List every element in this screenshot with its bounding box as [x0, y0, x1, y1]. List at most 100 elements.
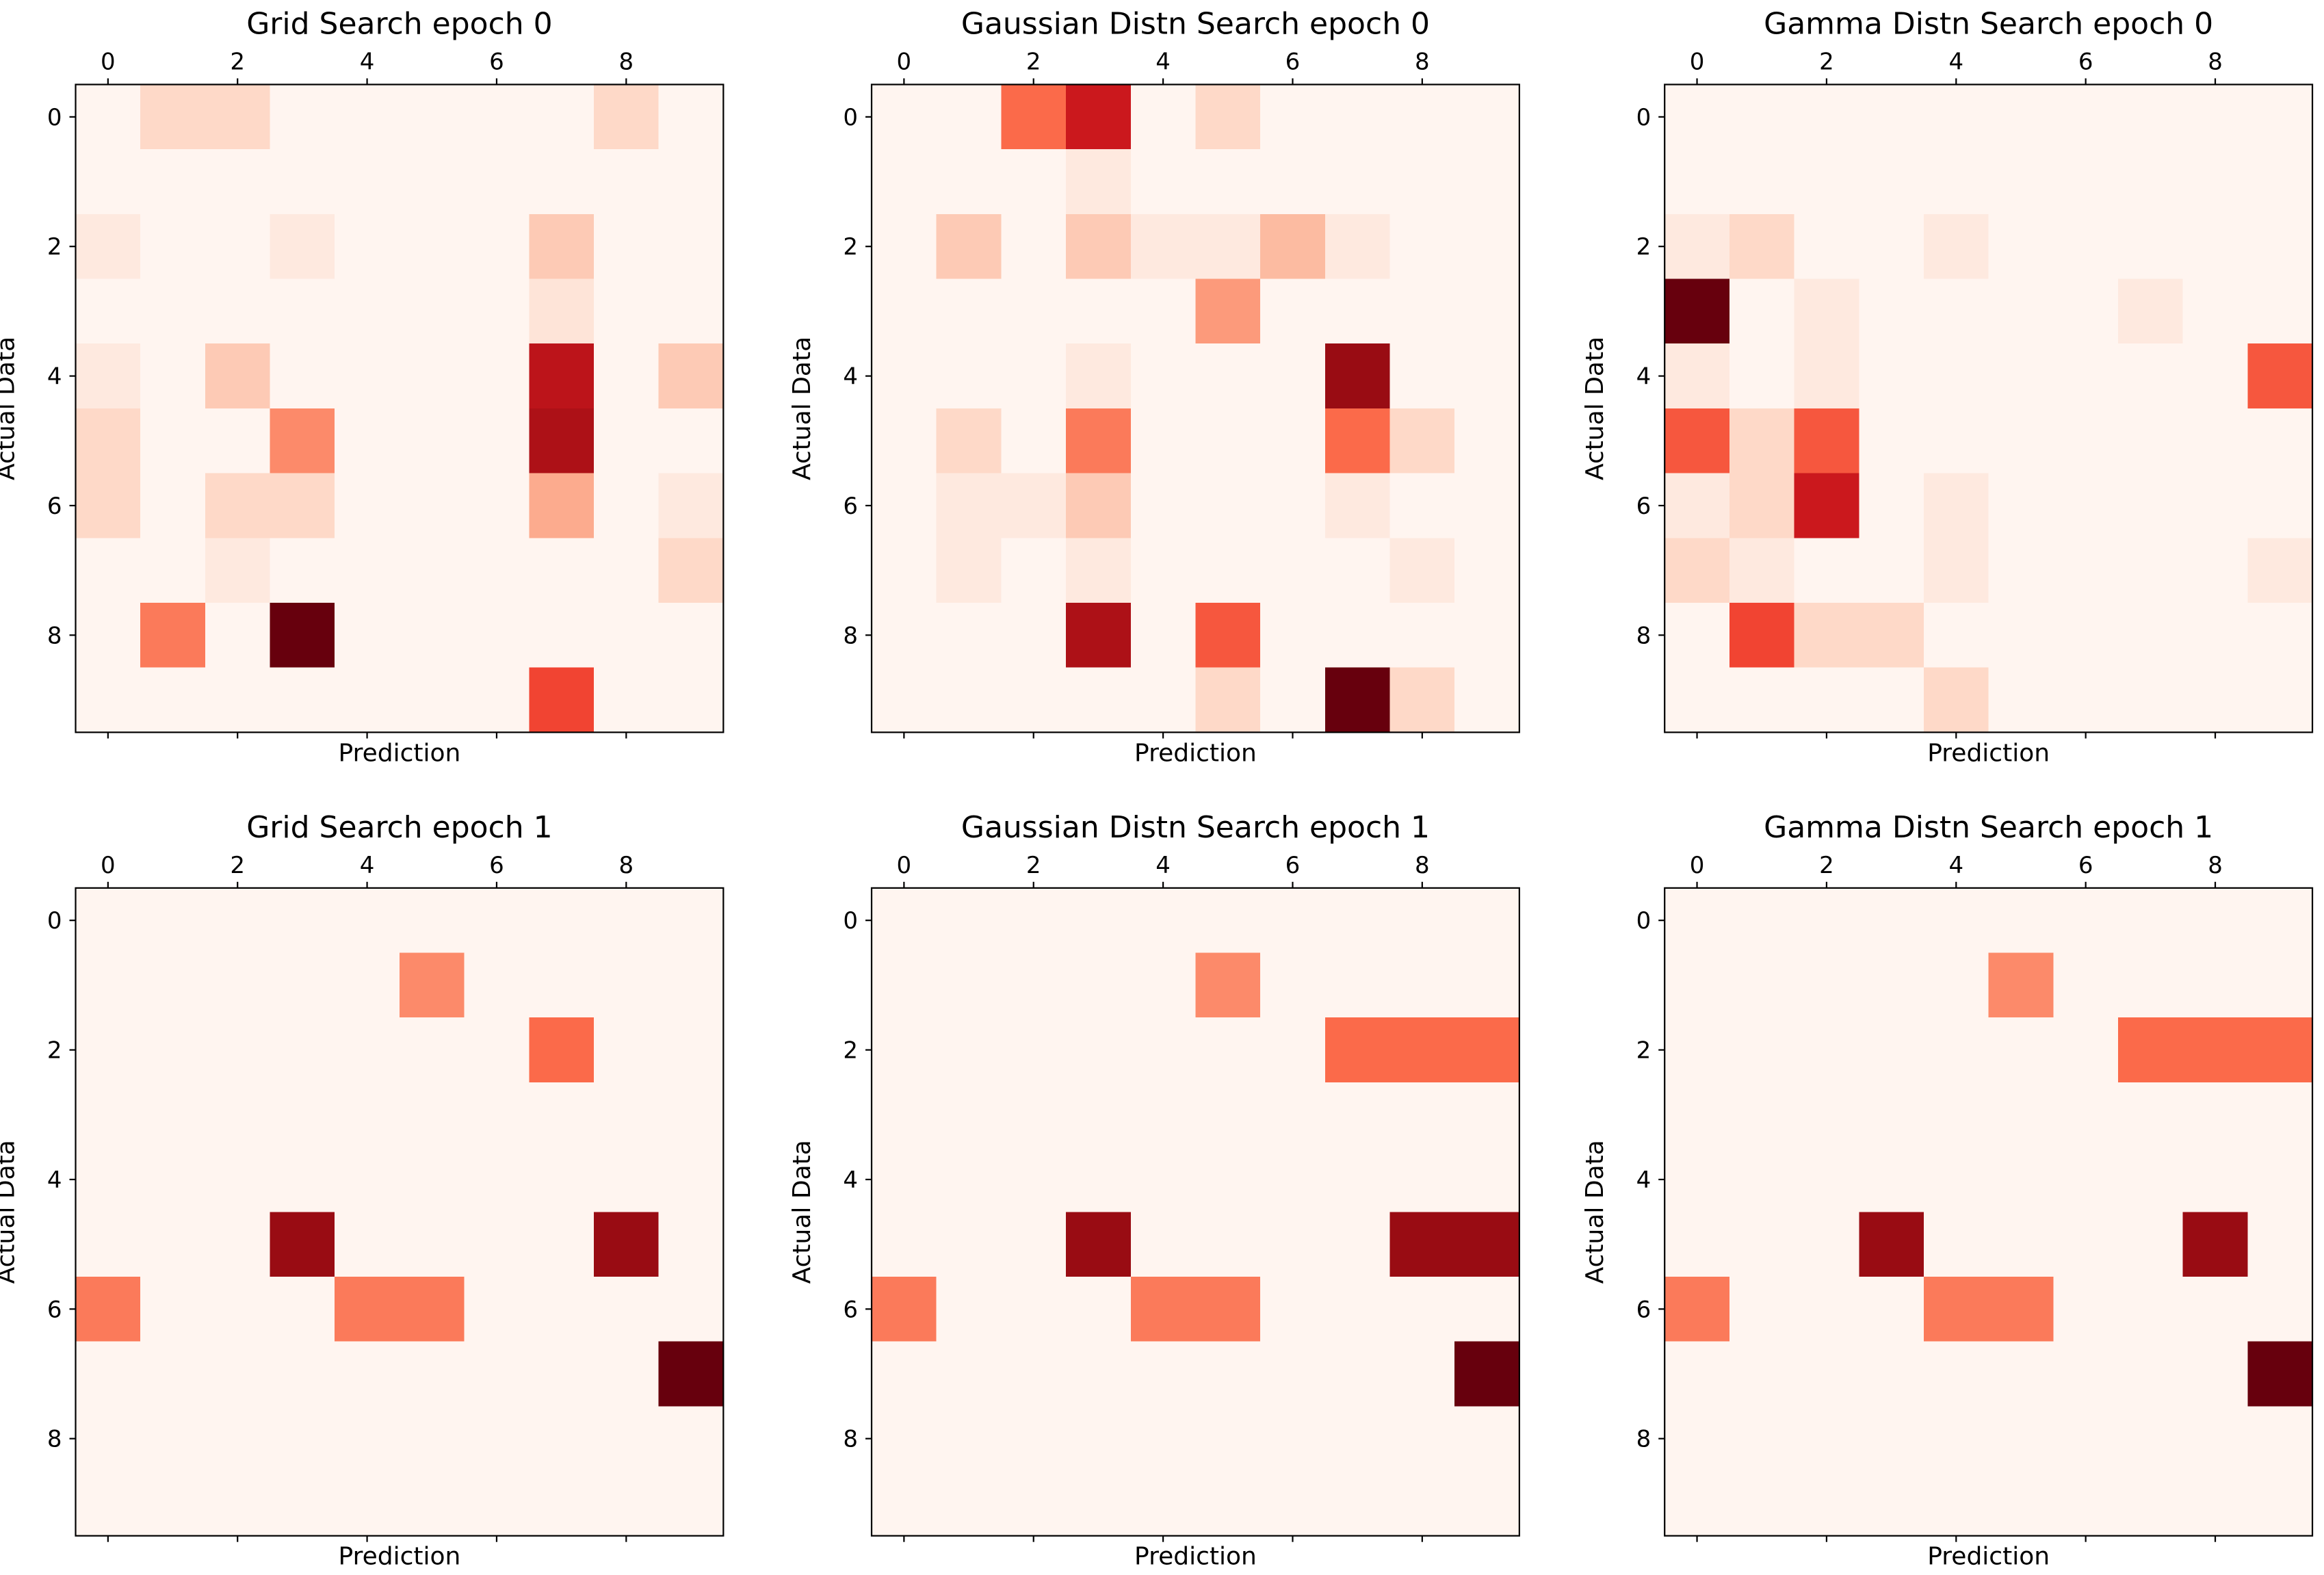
heatmap-cell — [335, 667, 400, 733]
heatmap-panel: 0 2 4 6 8 0 2 4 6 8 Gamma Distn Search epoch 1 Pred… — [1581, 810, 2314, 1571]
heatmap-cell — [2247, 408, 2313, 474]
heatmap-cell — [2053, 1341, 2119, 1407]
heatmap-cell — [1001, 213, 1067, 280]
heatmap-cell — [936, 408, 1002, 474]
heatmap-cell — [529, 1276, 595, 1342]
x-tick-label: 0 — [897, 49, 912, 76]
heatmap-cell — [1001, 952, 1067, 1018]
heatmap-cell — [1324, 1406, 1391, 1472]
heatmap-cell — [1859, 408, 1924, 474]
x-tick-label: 4 — [1156, 49, 1171, 76]
heatmap-cell — [1260, 473, 1326, 538]
heatmap-cell — [529, 1017, 595, 1083]
heatmap-cell — [593, 278, 660, 344]
heatmap-cell — [399, 1341, 465, 1407]
heatmap-cell — [2053, 473, 2119, 538]
heatmap-cell — [1260, 149, 1326, 215]
heatmap-cell — [2182, 1082, 2248, 1148]
heatmap-cell — [2182, 952, 2248, 1018]
heatmap-cell — [658, 278, 724, 344]
x-tick-label: 2 — [230, 49, 245, 76]
heatmap-cell — [205, 149, 271, 215]
heatmap-cell — [529, 667, 595, 733]
heatmap-cell — [1923, 1147, 1989, 1212]
heatmap-cell — [1066, 667, 1132, 733]
heatmap-cell — [1389, 84, 1455, 150]
heatmap-cell — [205, 1212, 271, 1277]
x-axis-label: Prediction — [1927, 1543, 2050, 1571]
heatmap-cell — [75, 473, 141, 538]
heatmap-cell — [335, 473, 400, 538]
heatmap-cell — [1195, 213, 1261, 280]
heatmap-cell — [1923, 1341, 1989, 1407]
heatmap-cell — [270, 1406, 335, 1472]
heatmap-cell — [1859, 1017, 1924, 1083]
heatmap-cell — [1454, 343, 1520, 409]
heatmap-cell — [1923, 149, 1989, 215]
x-tick-label: 2 — [1026, 852, 1041, 879]
heatmap-cell — [2247, 1017, 2313, 1083]
heatmap-cell — [270, 1276, 335, 1342]
heatmap-cell — [1260, 1017, 1326, 1083]
heatmap-cell — [1389, 667, 1455, 733]
y-tick-label: 8 — [1636, 622, 1651, 649]
heatmap-cell — [1389, 278, 1455, 344]
heatmap-cell — [936, 473, 1002, 538]
heatmap-cell — [1923, 887, 1989, 954]
heatmap-cell — [1988, 1147, 2054, 1212]
heatmap-cell — [529, 278, 595, 344]
heatmap-cell — [1729, 1341, 1795, 1407]
heatmap-cell — [1794, 84, 1859, 150]
heatmap-cell — [1324, 84, 1391, 150]
heatmap-cell — [335, 213, 400, 280]
heatmap-cell — [270, 1082, 335, 1148]
heatmap-cell — [2247, 1276, 2313, 1342]
heatmap-cell — [872, 1406, 937, 1472]
heatmap-cell — [1324, 887, 1391, 954]
heatmap-cell — [1130, 473, 1197, 538]
x-axis-label: Prediction — [1134, 1543, 1257, 1571]
heatmap-cell — [399, 278, 465, 344]
heatmap-cell — [335, 1471, 400, 1537]
x-tick-label: 2 — [1026, 49, 1041, 76]
heatmap-cell — [1195, 538, 1261, 603]
heatmap-cell — [1664, 1406, 1730, 1472]
heatmap-cell — [872, 149, 937, 215]
heatmap-cell — [75, 538, 141, 603]
heatmap-cell — [1260, 1406, 1326, 1472]
heatmap-cell — [2182, 278, 2248, 344]
heatmap-cell — [75, 1341, 141, 1407]
heatmap-cell — [1195, 278, 1261, 344]
heatmap-cell — [593, 149, 660, 215]
heatmap-cell — [2182, 1147, 2248, 1212]
y-tick-label: 0 — [843, 104, 858, 131]
heatmap-cell — [270, 149, 335, 215]
heatmap-cell — [1988, 1017, 2054, 1083]
heatmap-cell — [2118, 84, 2184, 150]
heatmap-cell — [529, 408, 595, 474]
heatmap-cell — [593, 473, 660, 538]
heatmap-cell — [658, 667, 724, 733]
heatmap-cell — [399, 1017, 465, 1083]
heatmap-cell — [1454, 213, 1520, 280]
heatmap-cell — [2118, 667, 2184, 733]
heatmap-cell — [2182, 408, 2248, 474]
heatmap-cell — [335, 1212, 400, 1277]
heatmap-cell — [529, 1471, 595, 1537]
heatmap-cell — [1729, 667, 1795, 733]
heatmap-cell — [140, 84, 206, 150]
heatmap-cell — [1260, 952, 1326, 1018]
heatmap-cell — [1923, 602, 1989, 668]
heatmap-cell — [872, 1212, 937, 1277]
heatmap-panel: 0 2 4 6 8 0 2 4 6 8 Gaussian Distn Search epoch 0 P… — [788, 7, 1520, 767]
heatmap-cell — [1664, 278, 1730, 344]
heatmap-cell — [2182, 1341, 2248, 1407]
heatmap-cell — [75, 1471, 141, 1537]
heatmap-cell — [1988, 84, 2054, 150]
heatmap-cell — [1066, 602, 1132, 668]
heatmap-cell — [1066, 84, 1132, 150]
heatmap-cell — [140, 149, 206, 215]
heatmap-cell — [2118, 1406, 2184, 1472]
heatmap-cell — [1260, 278, 1326, 344]
heatmap-cell — [75, 887, 141, 954]
